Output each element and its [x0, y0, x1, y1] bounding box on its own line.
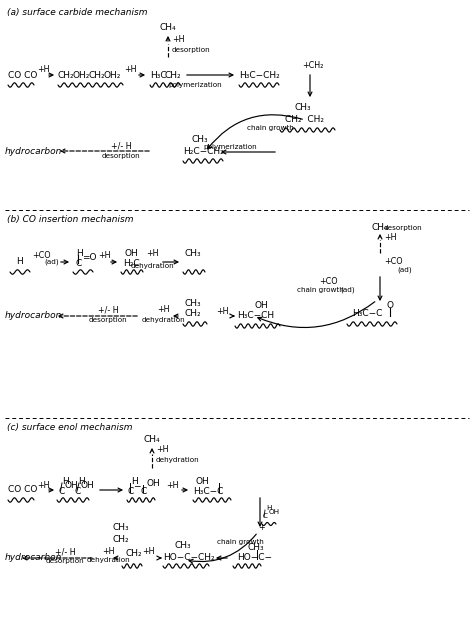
Text: CH₄: CH₄ [144, 435, 160, 445]
Text: dehydration: dehydration [86, 557, 130, 563]
Text: CH₃: CH₃ [295, 104, 311, 112]
Text: +CO: +CO [32, 251, 51, 261]
Text: H: H [17, 257, 23, 266]
Text: polymerization: polymerization [203, 144, 257, 150]
Text: +CO: +CO [384, 257, 402, 266]
Text: desorption: desorption [89, 317, 128, 323]
Text: +H: +H [37, 480, 49, 489]
Text: +/- H: +/- H [111, 141, 131, 151]
Text: dehydration: dehydration [141, 317, 185, 323]
Text: CH₂  CH₂: CH₂ CH₂ [285, 116, 324, 124]
Text: +: + [258, 522, 264, 531]
Text: +H: +H [172, 36, 184, 45]
Text: +H: +H [142, 548, 154, 556]
Text: HO−C−: HO−C− [237, 553, 272, 563]
Text: polymerization: polymerization [168, 82, 222, 88]
Text: CH₂: CH₂ [185, 310, 201, 318]
Text: CH₂: CH₂ [165, 70, 182, 80]
Text: OH: OH [269, 509, 280, 515]
Text: OH: OH [65, 482, 79, 490]
Text: H: H [76, 249, 83, 257]
Text: CH₃: CH₃ [191, 136, 208, 144]
Text: C: C [263, 513, 268, 519]
Text: O: O [387, 301, 394, 310]
Text: dehydration: dehydration [156, 457, 200, 463]
Text: H₃C: H₃C [150, 70, 167, 80]
Text: +/- H: +/- H [55, 548, 75, 556]
Text: H₃C−C: H₃C−C [352, 310, 383, 318]
Text: hydrocarbon: hydrocarbon [5, 311, 63, 320]
Text: desorption: desorption [172, 47, 210, 53]
Text: +/- H: +/- H [98, 305, 118, 315]
Text: +H: +H [146, 249, 158, 259]
Text: =O: =O [82, 254, 97, 263]
Text: CH₂: CH₂ [113, 534, 129, 543]
Text: CH₂: CH₂ [58, 70, 74, 80]
Text: OH: OH [81, 482, 95, 490]
Text: (ad): (ad) [340, 287, 355, 293]
Text: +CO: +CO [319, 278, 338, 286]
Text: +H: +H [216, 308, 228, 317]
Text: H₃C−CH: H₃C−CH [237, 311, 274, 320]
Text: +H: +H [102, 548, 114, 556]
Text: H₃C−CH₂: H₃C−CH₂ [239, 70, 280, 80]
Text: CH₄: CH₄ [160, 23, 176, 33]
Text: hydrocarbon: hydrocarbon [5, 553, 63, 563]
Text: desorption: desorption [102, 153, 140, 159]
Text: chain growth: chain growth [297, 287, 343, 293]
Text: chain growth: chain growth [246, 125, 293, 131]
Text: C: C [75, 487, 81, 495]
Text: H₃C−C: H₃C−C [193, 487, 223, 495]
Text: CH₃: CH₃ [185, 249, 201, 257]
Text: +H: +H [98, 251, 110, 261]
Text: +H: +H [156, 445, 168, 455]
Text: CO CO: CO CO [8, 485, 37, 494]
Text: OH₂: OH₂ [73, 70, 91, 80]
Text: desorption: desorption [384, 225, 423, 231]
Text: CH₃: CH₃ [175, 541, 191, 551]
Text: OH: OH [255, 301, 269, 310]
Text: +H: +H [384, 232, 396, 242]
Text: (ad): (ad) [44, 259, 59, 265]
Text: C: C [59, 487, 65, 495]
Text: (c) surface enol mechanism: (c) surface enol mechanism [7, 423, 133, 432]
Text: H: H [131, 477, 138, 485]
Text: (b) CO insertion mechanism: (b) CO insertion mechanism [7, 215, 134, 224]
Text: (ad): (ad) [397, 267, 411, 273]
Text: CH₃: CH₃ [185, 298, 201, 308]
Text: hydrocarbon: hydrocarbon [5, 146, 63, 156]
Text: CO CO: CO CO [8, 70, 37, 80]
Text: H₂C−CH₂: H₂C−CH₂ [183, 146, 224, 156]
Text: CH₄: CH₄ [372, 224, 388, 232]
Text: chain growth: chain growth [217, 539, 264, 545]
Text: OH: OH [147, 479, 161, 487]
Text: H: H [266, 505, 272, 511]
Text: OH₂: OH₂ [104, 70, 121, 80]
Text: CH₂: CH₂ [89, 70, 106, 80]
Text: C: C [128, 487, 134, 495]
Text: C: C [76, 259, 82, 268]
Text: dehydration: dehydration [130, 263, 174, 269]
Text: −: − [133, 482, 140, 490]
Text: CH₃: CH₃ [113, 524, 129, 533]
Text: +H: +H [37, 65, 49, 75]
Text: H: H [62, 477, 69, 485]
Text: H: H [78, 477, 85, 485]
Text: +H: +H [124, 65, 137, 75]
Text: OH: OH [125, 249, 139, 257]
Text: (a) surface carbide mechanism: (a) surface carbide mechanism [7, 8, 147, 17]
Text: HO−C−CH₂: HO−C−CH₂ [163, 553, 215, 563]
Text: +H: +H [166, 480, 178, 489]
Text: +CH₂: +CH₂ [302, 60, 323, 70]
Text: OH: OH [196, 477, 210, 485]
Text: C: C [141, 487, 147, 495]
Text: CH₂: CH₂ [126, 550, 143, 558]
Text: desorption: desorption [46, 558, 84, 564]
Text: H₂C: H₂C [123, 259, 140, 268]
Text: CH₃: CH₃ [248, 543, 264, 553]
Text: +H: +H [157, 305, 169, 315]
